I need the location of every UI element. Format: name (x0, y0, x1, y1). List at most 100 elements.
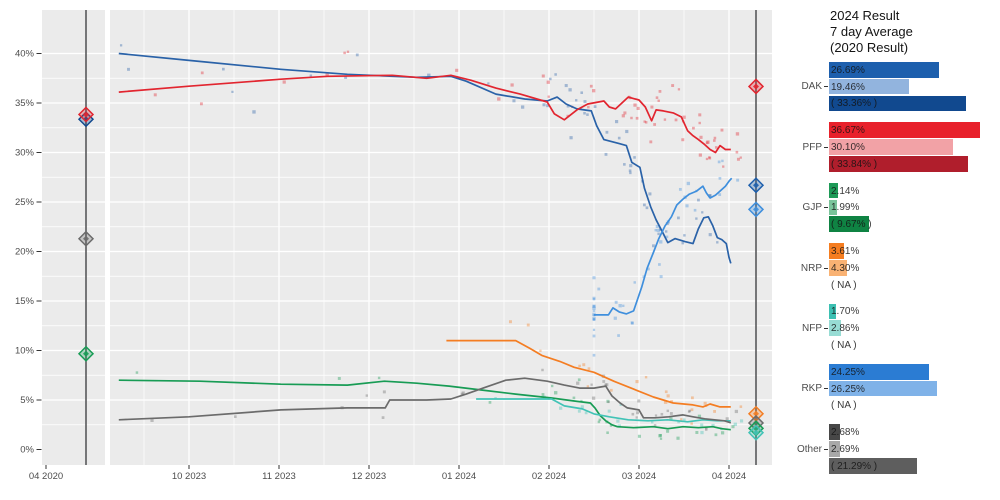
y-axis-label: 0% (20, 445, 34, 456)
poll-dot-dak (586, 113, 589, 116)
poll-dot-gjp (551, 384, 554, 388)
poll-dot-pfp (692, 126, 695, 130)
poll-dot-dak (629, 171, 632, 175)
poll-dot-pfp (658, 90, 662, 93)
poll-dot-dak (564, 84, 568, 88)
poll-dot-pfp (705, 157, 709, 161)
poll-dot-rkp (736, 178, 740, 182)
result-2024-nrp-core (753, 410, 759, 417)
poll-dot-dak (520, 105, 525, 109)
avg-line-gjp (118, 379, 731, 431)
poll-dot-dak (583, 111, 586, 115)
x-axis-label: 02 2024 (532, 471, 566, 482)
poll-dot-dak (487, 82, 490, 85)
legend-value-pfp-row3: ( 33.84% ) (831, 158, 878, 170)
poll-dot-pfp (682, 115, 686, 119)
legend-bar-nfp-row2 (829, 320, 841, 336)
poll-dot-pfp (708, 156, 711, 159)
poll-dot-dak (664, 230, 668, 233)
poll-dot-gjp (676, 436, 680, 440)
poll-dot-pfp (346, 50, 350, 53)
poll-dot-dak (231, 90, 234, 93)
poll-dot-pfp (621, 114, 625, 118)
poll-dot-nrp (587, 367, 591, 370)
facet-2020-panel (42, 10, 105, 465)
poll-dot-nfp (651, 420, 654, 424)
poll-dot-dak (355, 53, 359, 57)
poll-dot-pfp (589, 84, 593, 88)
poll-dot-dak (701, 211, 704, 214)
poll-dot-nfp (577, 409, 581, 413)
poll-dot-other (635, 416, 638, 419)
poll-dot-gjp (597, 420, 601, 424)
poll-dot-pfp (643, 120, 646, 123)
poll-dot-nfp (559, 406, 563, 410)
legend-bar-pfp-row2 (829, 139, 953, 155)
poll-dot-other (654, 414, 658, 417)
poll-dot-rkp (656, 228, 660, 233)
legend-party-label-gjp: GJP (802, 202, 822, 214)
poll-dot-pfp (635, 116, 639, 120)
legend-bar-rkp-row1 (829, 364, 929, 380)
legend-value-dak-row1: 26.69% (831, 64, 865, 76)
legend-party-label-pfp: PFP (802, 141, 822, 153)
legend-party-tick (824, 388, 828, 390)
poll-dot-nrp (663, 400, 668, 404)
poll-dot-dak (716, 241, 719, 244)
poll-dot-rkp (592, 304, 596, 308)
poll-dot-dak (554, 73, 557, 76)
result-2020-gjp-core (83, 350, 89, 357)
legend-party-tick (824, 207, 828, 209)
poll-dot-other (660, 412, 664, 416)
poll-dot-other (687, 410, 691, 413)
legend-title: 2024 Result 7 day Average (2020 Result) (830, 8, 913, 56)
poll-dot-rkp (678, 187, 682, 191)
poll-dot-other (150, 418, 154, 422)
poll-dot-dak (605, 130, 609, 134)
poll-dot-nfp (619, 403, 622, 406)
legend-party-label-rkp: RKP (801, 383, 822, 395)
legend-value-rkp-row1: 24.25% (831, 366, 865, 378)
poll-dot-dak (568, 88, 572, 92)
poll-dot-dak (549, 77, 552, 81)
poll-dot-other (636, 411, 639, 415)
poll-dot-nrp (666, 394, 670, 398)
poll-dot-other (591, 396, 596, 400)
legend-value-rkp-row3: ( NA ) (831, 400, 857, 412)
poll-dot-gjp (553, 391, 558, 395)
poll-dot-pfp (674, 118, 678, 122)
poll-dot-nrp (703, 401, 707, 405)
legend-bar-dak-row1 (829, 62, 939, 78)
poll-dot-pfp (699, 135, 703, 139)
poll-dot-nrp (635, 380, 639, 384)
poll-dot-rkp (658, 263, 661, 266)
legend-party-tick (824, 327, 828, 329)
poll-dot-gjp (609, 424, 613, 427)
poll-dot-gjp (135, 371, 139, 374)
poll-dot-nrp (713, 410, 716, 413)
legend-value-nrp-row1: 3.61% (831, 246, 860, 257)
poll-dot-dak (566, 104, 570, 108)
poll-dot-rkp (592, 317, 596, 321)
poll-dot-dak (628, 169, 632, 173)
poll-dot-pfp (199, 102, 203, 106)
poll-dot-pfp (510, 83, 514, 87)
poll-dot-pfp (547, 95, 550, 98)
poll-dot-rkp (717, 160, 721, 164)
poll-dot-pfp (200, 71, 204, 75)
legend-value-dak-row2: 19.46% (831, 81, 865, 93)
legend-bar-pfp-row1 (829, 122, 980, 138)
legend-bar-other-row2 (829, 441, 841, 457)
poll-dot-other (604, 383, 608, 387)
poll-dot-rkp (592, 304, 596, 309)
legend-bar-gjp-row1 (829, 182, 838, 199)
legend-party-label-other: Other (796, 443, 822, 455)
x-axis-label: 04 2024 (712, 471, 746, 482)
poll-dot-dak (708, 233, 712, 237)
legend-bar-other-row3 (829, 458, 917, 474)
legend-bar-other-row1 (829, 424, 840, 440)
poll-dot-rkp (718, 193, 722, 197)
legend-value-nrp-row3: ( NA ) (831, 279, 857, 291)
